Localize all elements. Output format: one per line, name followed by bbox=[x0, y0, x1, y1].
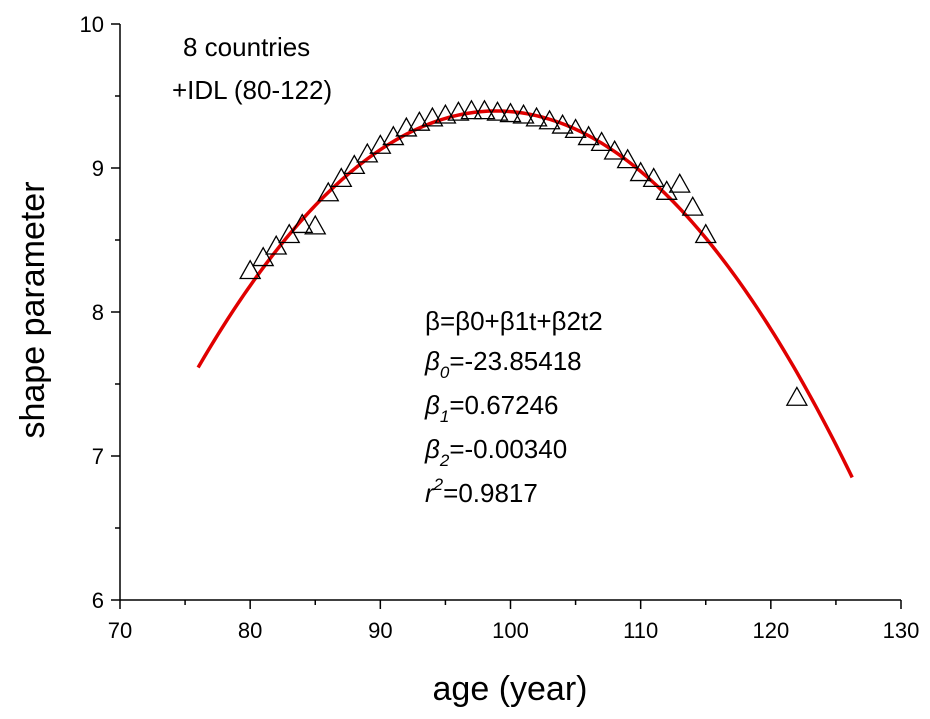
y-tick-label: 8 bbox=[92, 300, 104, 325]
data-point bbox=[239, 259, 262, 280]
data-point bbox=[603, 139, 626, 160]
annotation-line-2: +IDL (80-122) bbox=[172, 75, 332, 105]
formula-r-squared: r2=0.9817 bbox=[425, 475, 538, 508]
data-point bbox=[642, 167, 665, 187]
data-point bbox=[681, 195, 704, 216]
svg-text:β1=0.67246: β1=0.67246 bbox=[424, 390, 559, 426]
data-point bbox=[265, 234, 288, 255]
data-point bbox=[291, 213, 314, 234]
y-axis-title: shape parameter bbox=[14, 181, 52, 438]
data-point bbox=[551, 113, 574, 134]
formula-beta0: β0=-23.85418 bbox=[424, 346, 582, 382]
data-point bbox=[460, 99, 483, 120]
fit-curve-group bbox=[196, 109, 854, 479]
formula-model: β=β0+β1t+β2t2 bbox=[425, 306, 603, 336]
data-point bbox=[655, 180, 678, 200]
x-tick-label: 70 bbox=[108, 618, 132, 643]
data-points bbox=[239, 99, 808, 406]
data-point bbox=[330, 167, 353, 187]
data-point bbox=[538, 109, 561, 130]
y-tick-label: 9 bbox=[92, 156, 104, 181]
data-point bbox=[278, 223, 301, 244]
data-point bbox=[694, 223, 717, 244]
data-point bbox=[512, 103, 535, 124]
x-tick-label: 110 bbox=[623, 618, 658, 643]
data-point bbox=[473, 99, 496, 120]
svg-text:β0=-23.85418: β0=-23.85418 bbox=[424, 346, 582, 382]
annotation-line-1: 8 countries bbox=[183, 32, 310, 62]
x-tick-label: 130 bbox=[883, 618, 920, 643]
data-point bbox=[434, 103, 457, 124]
data-point bbox=[668, 172, 691, 193]
data-point bbox=[421, 106, 444, 127]
x-tick-label: 80 bbox=[238, 618, 262, 643]
formula-beta2: β2=-0.00340 bbox=[424, 434, 567, 470]
y-tick-label: 10 bbox=[80, 12, 104, 37]
data-point bbox=[629, 161, 652, 182]
data-point bbox=[525, 106, 548, 127]
svg-text:β2=-0.00340: β2=-0.00340 bbox=[424, 434, 567, 470]
x-axis-title: age (year) bbox=[433, 670, 588, 708]
data-point bbox=[564, 118, 587, 139]
x-tick-label: 100 bbox=[492, 618, 529, 643]
data-point bbox=[499, 102, 522, 123]
data-point bbox=[317, 181, 340, 202]
svg-text:r2=0.9817: r2=0.9817 bbox=[425, 475, 538, 508]
data-point bbox=[590, 131, 613, 151]
x-tick-label: 120 bbox=[752, 618, 789, 643]
data-point bbox=[486, 100, 509, 121]
data-point bbox=[447, 100, 470, 121]
data-point bbox=[343, 154, 366, 175]
data-point bbox=[785, 386, 808, 406]
data-point bbox=[252, 246, 275, 267]
y-tick-label: 6 bbox=[92, 588, 104, 613]
ticks: 70 80 90 100 110 120 130 6 7 8 9 10 bbox=[80, 12, 920, 643]
fit-curve bbox=[196, 109, 854, 479]
data-point bbox=[616, 148, 639, 169]
data-point bbox=[304, 214, 327, 235]
y-tick-label: 7 bbox=[92, 444, 104, 469]
data-point bbox=[577, 125, 600, 146]
x-tick-label: 90 bbox=[368, 618, 392, 643]
formula-beta1: β1=0.67246 bbox=[424, 390, 559, 426]
